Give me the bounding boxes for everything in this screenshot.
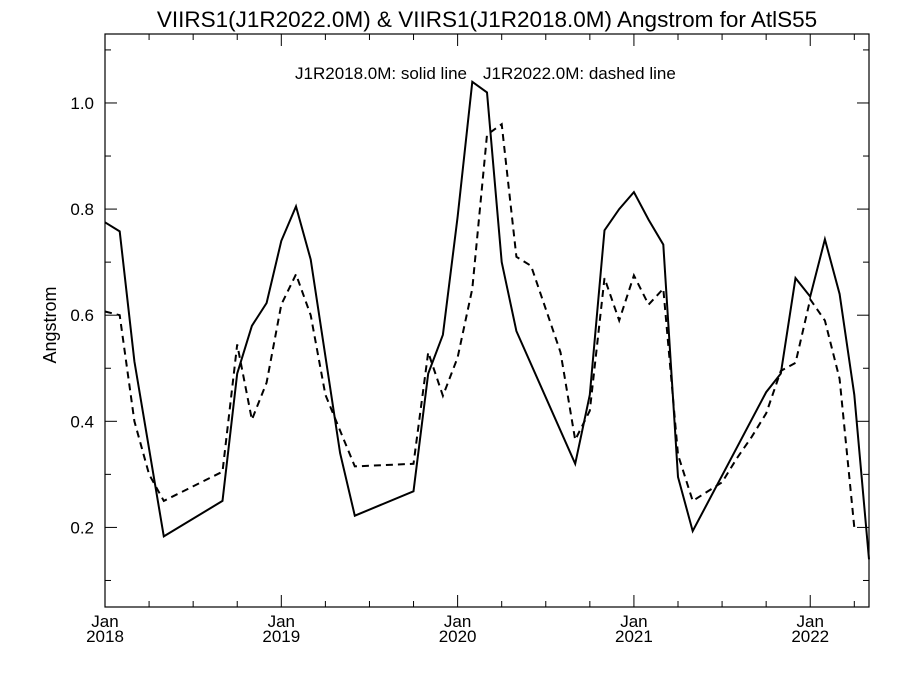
x-tick-label-month: Jan — [797, 612, 824, 631]
x-tick-label-month: Jan — [91, 612, 118, 631]
plot-frame — [104, 33, 870, 608]
dashed-line-annotation: J1R2022.0M: dashed line — [483, 64, 676, 83]
x-tick-label-year: 2020 — [439, 627, 477, 646]
x-tick-label-year: 2018 — [86, 627, 124, 646]
y-tick-label: 0.2 — [70, 518, 94, 537]
series-line-solid — [104, 79, 870, 560]
x-tick-label-month: Jan — [620, 612, 647, 631]
solid-line-annotation: J1R2018.0M: solid line — [295, 64, 467, 83]
x-tick-label-year: 2021 — [615, 627, 653, 646]
x-tick-label-year: 2022 — [791, 627, 829, 646]
x-tick-label-month: Jan — [268, 612, 295, 631]
axis-ticks — [104, 34, 869, 607]
series-line-dashed — [104, 122, 856, 528]
x-tick-label-month: Jan — [444, 612, 471, 631]
y-tick-label: 0.8 — [70, 200, 94, 219]
chart-title: VIIRS1(J1R2022.0M) & VIIRS1(J1R2018.0M) … — [157, 7, 817, 32]
y-tick-label: 0.6 — [70, 306, 94, 325]
y-axis-label: Angstrom — [40, 286, 60, 363]
x-tick-label-year: 2019 — [262, 627, 300, 646]
y-tick-label: 1.0 — [70, 94, 94, 113]
y-tick-label: 0.4 — [70, 412, 94, 431]
axis-tick-labels: Jan2018Jan2019Jan2020Jan2021Jan20220.20.… — [70, 94, 829, 646]
series-layer — [104, 79, 870, 560]
